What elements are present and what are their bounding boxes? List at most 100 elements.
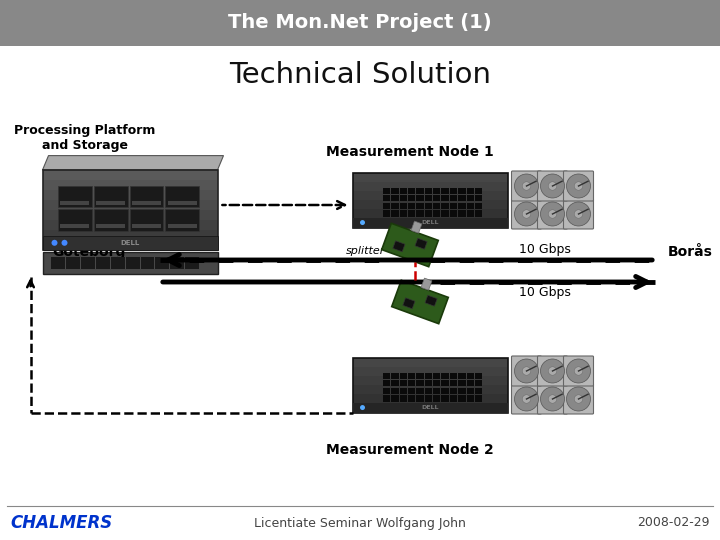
FancyBboxPatch shape [392,280,449,323]
FancyBboxPatch shape [425,195,432,201]
FancyBboxPatch shape [400,188,407,194]
FancyBboxPatch shape [125,257,140,269]
FancyBboxPatch shape [450,388,457,394]
FancyBboxPatch shape [383,388,390,394]
Circle shape [549,182,557,190]
FancyBboxPatch shape [441,211,449,217]
FancyBboxPatch shape [475,388,482,394]
FancyBboxPatch shape [467,211,474,217]
FancyBboxPatch shape [42,210,217,220]
FancyBboxPatch shape [383,188,390,194]
Text: 2008-02-29: 2008-02-29 [637,516,710,530]
FancyBboxPatch shape [42,220,217,230]
FancyBboxPatch shape [416,395,423,402]
FancyBboxPatch shape [383,380,390,387]
FancyBboxPatch shape [94,186,127,207]
FancyBboxPatch shape [459,211,466,217]
Circle shape [575,395,582,403]
FancyBboxPatch shape [450,211,457,217]
Text: DELL: DELL [120,240,140,246]
FancyBboxPatch shape [564,171,593,201]
FancyBboxPatch shape [421,278,432,290]
FancyBboxPatch shape [166,210,199,231]
FancyBboxPatch shape [450,395,457,402]
Text: Measurement Node 1: Measurement Node 1 [326,145,494,159]
FancyBboxPatch shape [130,186,163,207]
FancyBboxPatch shape [441,195,449,201]
FancyBboxPatch shape [168,224,197,228]
FancyBboxPatch shape [81,257,95,269]
Circle shape [541,202,564,226]
FancyBboxPatch shape [433,195,441,201]
Text: Measurement Node 2: Measurement Node 2 [326,442,494,456]
Text: DELL: DELL [421,220,438,225]
Polygon shape [42,156,223,170]
FancyBboxPatch shape [416,195,423,201]
FancyBboxPatch shape [441,203,449,209]
FancyBboxPatch shape [433,395,441,402]
Circle shape [575,367,582,375]
FancyBboxPatch shape [459,388,466,394]
FancyBboxPatch shape [400,203,407,209]
FancyBboxPatch shape [450,380,457,387]
FancyBboxPatch shape [353,209,508,218]
FancyBboxPatch shape [408,195,415,201]
FancyBboxPatch shape [58,186,91,207]
FancyBboxPatch shape [382,224,438,267]
FancyBboxPatch shape [441,380,449,387]
FancyBboxPatch shape [425,295,437,306]
Text: 10 Gbps: 10 Gbps [519,243,571,256]
FancyBboxPatch shape [408,188,415,194]
FancyBboxPatch shape [400,211,407,217]
FancyBboxPatch shape [353,172,508,176]
FancyBboxPatch shape [467,195,474,201]
FancyBboxPatch shape [132,201,161,205]
FancyBboxPatch shape [42,180,217,190]
FancyBboxPatch shape [433,188,441,194]
FancyBboxPatch shape [353,394,508,403]
FancyBboxPatch shape [450,373,457,379]
Text: DELL: DELL [421,405,438,410]
FancyBboxPatch shape [353,357,508,367]
FancyBboxPatch shape [96,257,109,269]
FancyBboxPatch shape [353,403,508,413]
FancyBboxPatch shape [42,200,217,210]
FancyBboxPatch shape [393,241,405,252]
FancyBboxPatch shape [408,380,415,387]
Circle shape [567,387,590,411]
FancyBboxPatch shape [511,384,541,414]
FancyBboxPatch shape [475,211,482,217]
FancyBboxPatch shape [564,384,593,414]
FancyBboxPatch shape [400,388,407,394]
Circle shape [515,359,539,383]
FancyBboxPatch shape [353,218,508,227]
FancyBboxPatch shape [94,210,127,231]
FancyBboxPatch shape [58,210,91,231]
Text: The Mon.Net Project (1): The Mon.Net Project (1) [228,14,492,32]
FancyBboxPatch shape [353,200,508,209]
FancyBboxPatch shape [450,188,457,194]
Text: splitter: splitter [346,246,385,256]
FancyBboxPatch shape [408,395,415,402]
FancyBboxPatch shape [111,257,125,269]
FancyBboxPatch shape [459,380,466,387]
Circle shape [575,210,582,218]
FancyBboxPatch shape [467,388,474,394]
FancyBboxPatch shape [475,203,482,209]
FancyBboxPatch shape [185,257,199,269]
FancyBboxPatch shape [425,211,432,217]
Circle shape [549,367,557,375]
Text: Processing Platform
and Storage: Processing Platform and Storage [14,124,156,152]
FancyBboxPatch shape [450,195,457,201]
Circle shape [522,210,531,218]
FancyBboxPatch shape [433,203,441,209]
FancyBboxPatch shape [459,203,466,209]
FancyBboxPatch shape [433,380,441,387]
Text: Licentiate Seminar Wolfgang John: Licentiate Seminar Wolfgang John [254,516,466,530]
FancyBboxPatch shape [353,385,508,394]
FancyBboxPatch shape [425,380,432,387]
FancyBboxPatch shape [564,199,593,229]
Circle shape [52,240,58,246]
FancyBboxPatch shape [538,384,567,414]
FancyBboxPatch shape [166,186,199,207]
